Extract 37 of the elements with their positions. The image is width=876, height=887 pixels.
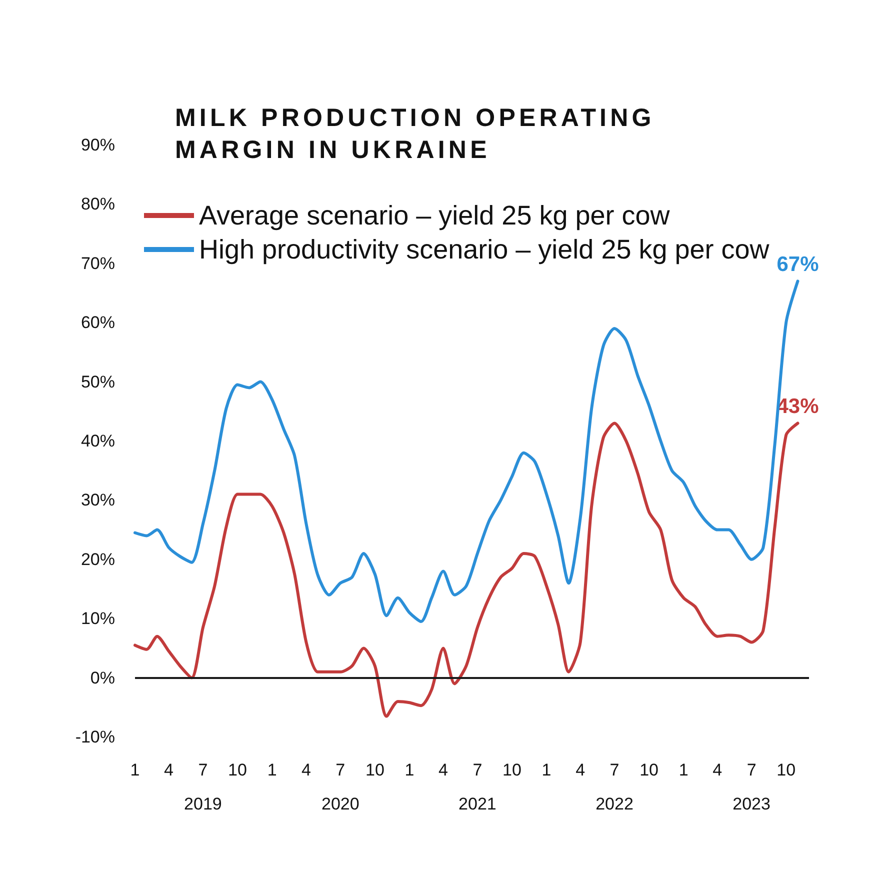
x-tick-label: 7 2020 [321, 760, 360, 814]
y-tick-label: 70% [80, 254, 115, 273]
x-tick-label: 4 [712, 760, 722, 780]
chart-title: MILK PRODUCTION OPERATING MARGIN IN UKRAINE [175, 103, 656, 166]
x-tick-label: 10 [365, 760, 384, 780]
y-tick-label: 60% [80, 313, 115, 332]
x-tick-label: 4 [301, 760, 311, 780]
legend-label: Average scenario – yield 25 kg per cow [199, 200, 670, 230]
y-tick-label: 90% [80, 136, 115, 154]
x-tick-label: 1 [678, 760, 688, 780]
y-tick-label: 10% [80, 609, 115, 628]
x-tick-label: 7 2019 [184, 760, 222, 814]
x-tick-label: 10 [776, 760, 796, 780]
x-tick-label: 1 [542, 760, 552, 780]
x-tick-label: 4 [164, 760, 174, 780]
x-tick-label: 4 [576, 760, 586, 780]
x-tick-label: 7 2023 [732, 760, 770, 814]
y-tick-label: 0% [90, 668, 115, 688]
line-series [134, 422, 800, 718]
x-tick-label: 4 [438, 760, 448, 780]
y-tick-label: -10% [75, 728, 115, 746]
x-tick-label: 10 [502, 760, 522, 780]
y-tick-label: 50% [80, 372, 115, 392]
x-tick-label: 7 2021 [458, 760, 496, 814]
x-tick-label: 1 [267, 760, 277, 780]
y-tick-label: 40% [80, 432, 115, 450]
x-tick-label: 1 [130, 760, 140, 780]
x-tick-label: 10 [640, 760, 659, 780]
x-tick-label: 10 [228, 760, 247, 780]
legend-label: High productivity scenario – yield 25 kg per cow [199, 234, 770, 264]
y-tick-label: 80% [80, 194, 115, 214]
x-tick-label: 1 [404, 760, 414, 780]
y-tick-label: 30% [80, 490, 115, 510]
data-label: 43% [776, 395, 820, 418]
y-tick-label: 20% [80, 550, 115, 569]
x-tick-label: 7 2022 [596, 760, 634, 814]
data-label: 67% [776, 253, 820, 276]
